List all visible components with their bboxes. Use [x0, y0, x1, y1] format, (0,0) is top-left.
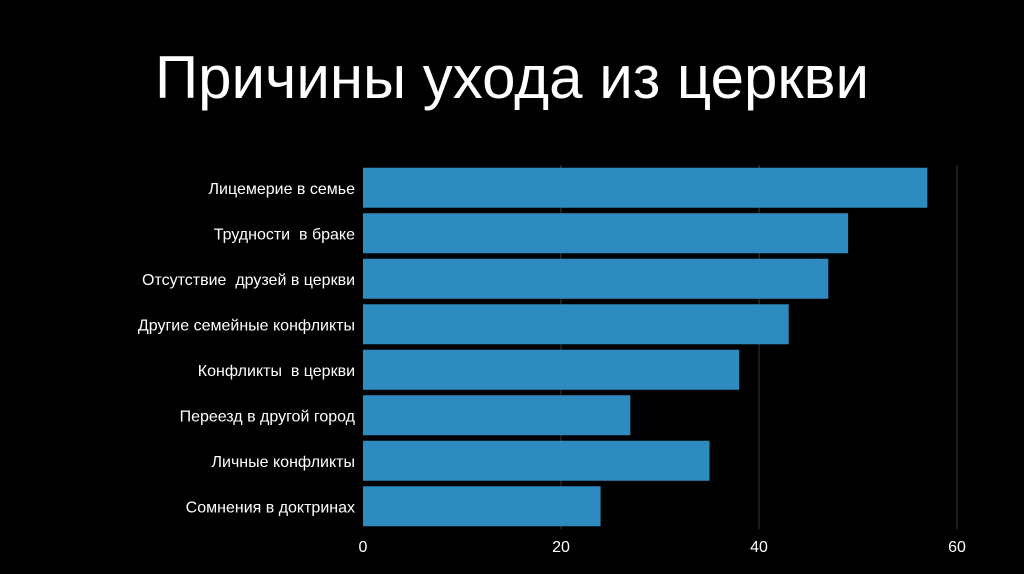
category-label: Переезд в другой город: [180, 408, 356, 425]
bar: [363, 167, 928, 208]
category-label: Лицемерие в семье: [209, 181, 356, 198]
bar: [363, 304, 789, 345]
bar: [363, 258, 829, 299]
bar: [363, 213, 849, 254]
bar-layer: [363, 167, 928, 527]
category-label: Сомнения в доктринах: [186, 499, 355, 516]
bar: [363, 395, 631, 436]
category-label: Отсутствие друзей в церкви: [142, 272, 355, 289]
bar: [363, 440, 710, 481]
category-label: Другие семейные конфликты: [138, 317, 355, 334]
bar: [363, 349, 740, 390]
x-tick-label: 0: [359, 539, 368, 556]
category-label-layer: Лицемерие в семье Трудности в браке Отсутс…: [138, 181, 356, 517]
x-tick-label: 40: [750, 539, 768, 556]
x-tick-label: 20: [552, 539, 570, 556]
category-label: Конфликты в церкви: [198, 363, 355, 380]
x-tick-label: 60: [948, 539, 966, 556]
category-label: Трудности в браке: [214, 226, 355, 243]
bar: [363, 486, 601, 527]
x-tick-layer: 0 20 40 60: [359, 539, 966, 556]
category-label: Личные конфликты: [212, 454, 355, 471]
slide-title: Причины ухода из церкви: [155, 44, 869, 111]
